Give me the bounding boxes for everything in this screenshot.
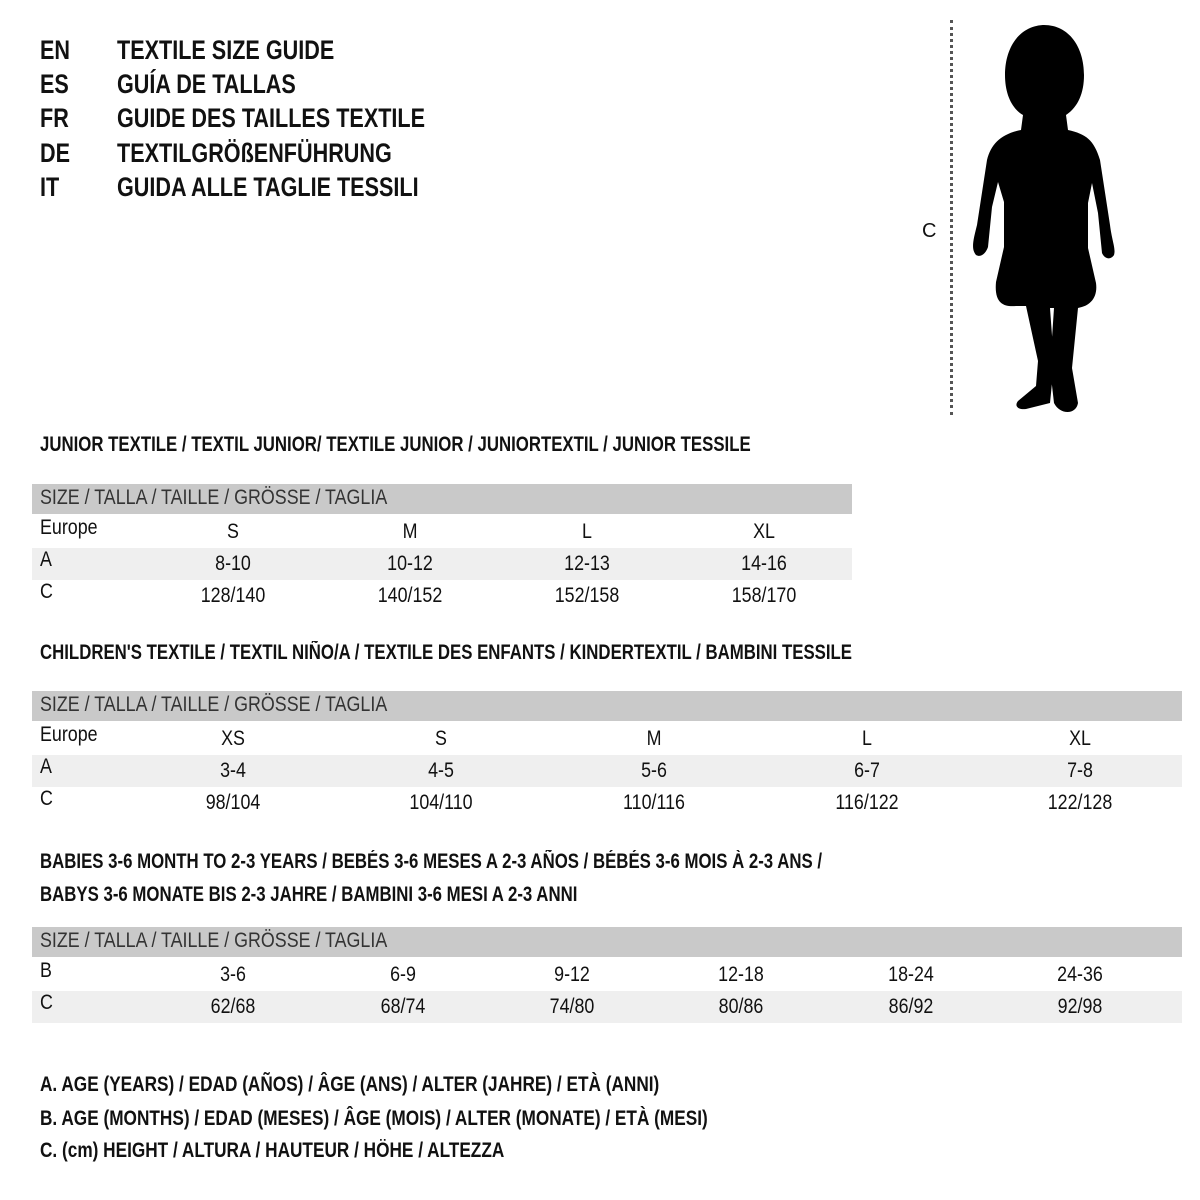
guide-title: GUÍA DE TALLAS [117,69,296,99]
table-row: A 3-4 4-5 5-6 6-7 7-8 [32,755,1182,787]
row-label: Europe [40,516,98,539]
row-label: C [40,991,53,1014]
table-cell: 74/80 [549,995,595,1018]
table-cell: 116/122 [835,791,899,814]
language-code: EN [40,35,71,65]
row-label: B [40,959,52,982]
table-cell: 122/128 [1047,791,1113,814]
table-header-row: SIZE / TALLA / TAILLE / GRÖSSE / TAGLIA [32,927,1182,957]
table-cell: 3-4 [220,759,246,782]
table-cell: 152/158 [554,584,620,607]
table-cell: XS [221,727,245,750]
child-silhouette-icon [973,25,1115,412]
table-cell: 128/140 [200,584,266,607]
section-heading: JUNIOR TEXTILE / TEXTIL JUNIOR/ TEXTILE … [40,433,751,456]
table-cell: 104/110 [409,791,473,814]
table-cell: 110/116 [623,791,685,814]
table-cell: XL [753,520,775,543]
table-cell: 12-18 [718,963,764,986]
table-row: A 8-10 10-12 12-13 14-16 [32,548,852,580]
guide-title: TEXTILGRÖßENFÜHRUNG [117,138,392,168]
table-cell: 9-12 [554,963,590,986]
table-cell: 80/86 [718,995,764,1018]
table-header: SIZE / TALLA / TAILLE / GRÖSSE / TAGLIA [40,693,388,716]
table-row: C 62/68 68/74 74/80 80/86 86/92 92/98 [32,991,1182,1023]
row-label: A [40,755,52,778]
size-table: SIZE / TALLA / TAILLE / GRÖSSE / TAGLIA E… [32,691,1182,819]
height-label: C [922,220,937,242]
row-label: C [40,580,53,603]
table-cell: 68/74 [380,995,426,1018]
table-cell: L [582,520,592,543]
table-cell: 18-24 [888,963,934,986]
table-header-row: SIZE / TALLA / TAILLE / GRÖSSE / TAGLIA [32,484,852,514]
guide-title: GUIDE DES TAILLES TEXTILE [117,103,426,133]
table-cell: 4-5 [428,759,454,782]
table-cell: 5-6 [641,759,667,782]
table-cell: 6-9 [390,963,416,986]
table-cell: S [435,727,447,750]
table-cell: 140/152 [377,584,443,607]
table-cell: 62/68 [210,995,256,1018]
row-label: A [40,548,52,571]
language-code: IT [40,172,60,202]
table-cell: 86/92 [888,995,934,1018]
legend-item: C. (cm) HEIGHT / ALTURA / HAUTEUR / HÖHE… [40,1139,505,1162]
row-label: Europe [40,723,98,746]
size-table: SIZE / TALLA / TAILLE / GRÖSSE / TAGLIA E… [32,484,852,612]
table-cell: L [862,727,872,750]
language-code: FR [40,103,69,133]
table-cell: 10-12 [387,552,433,575]
table-row: B 3-6 6-9 9-12 12-18 18-24 24-36 [32,959,1182,991]
guide-title: TEXTILE SIZE GUIDE [117,35,335,65]
size-table: SIZE / TALLA / TAILLE / GRÖSSE / TAGLIA B… [32,927,1182,1023]
table-row: Europe XS S M L XL [32,723,1182,755]
table-cell: 8-10 [215,552,251,575]
table-header: SIZE / TALLA / TAILLE / GRÖSSE / TAGLIA [40,486,388,509]
table-row: C 128/140 140/152 152/158 158/170 [32,580,852,612]
section-heading: BABYS 3-6 MONATE BIS 2-3 JAHRE / BAMBINI… [40,883,578,906]
table-cell: 3-6 [220,963,246,986]
row-label: C [40,787,53,810]
height-line [950,20,953,415]
table-cell: M [646,727,662,750]
table-cell: 14-16 [741,552,787,575]
language-code: ES [40,69,69,99]
table-header: SIZE / TALLA / TAILLE / GRÖSSE / TAGLIA [40,929,388,952]
section-heading: BABIES 3-6 MONTH TO 2-3 YEARS / BEBÉS 3-… [40,850,823,873]
language-code: DE [40,138,71,168]
table-row: C 98/104 104/110 110/116 116/122 122/128 [32,787,1182,819]
table-cell: XL [1069,727,1091,750]
table-cell: S [227,520,239,543]
guide-title: GUIDA ALLE TAGLIE TESSILI [117,172,419,202]
table-cell: 6-7 [854,759,880,782]
legend-item: A. AGE (YEARS) / EDAD (AÑOS) / ÂGE (ANS)… [40,1073,660,1096]
table-cell: 12-13 [564,552,610,575]
table-cell: 7-8 [1067,759,1093,782]
table-cell: 92/98 [1057,995,1103,1018]
table-cell: 158/170 [731,584,797,607]
legend-item: B. AGE (MONTHS) / EDAD (MESES) / ÂGE (MO… [40,1107,708,1130]
table-row: Europe S M L XL [32,516,852,548]
section-heading: CHILDREN'S TEXTILE / TEXTIL NIÑO/A / TEX… [40,641,853,664]
table-cell: M [402,520,418,543]
table-cell: 24-36 [1057,963,1103,986]
table-cell: 98/104 [205,791,261,814]
table-header-row: SIZE / TALLA / TAILLE / GRÖSSE / TAGLIA [32,691,1182,721]
